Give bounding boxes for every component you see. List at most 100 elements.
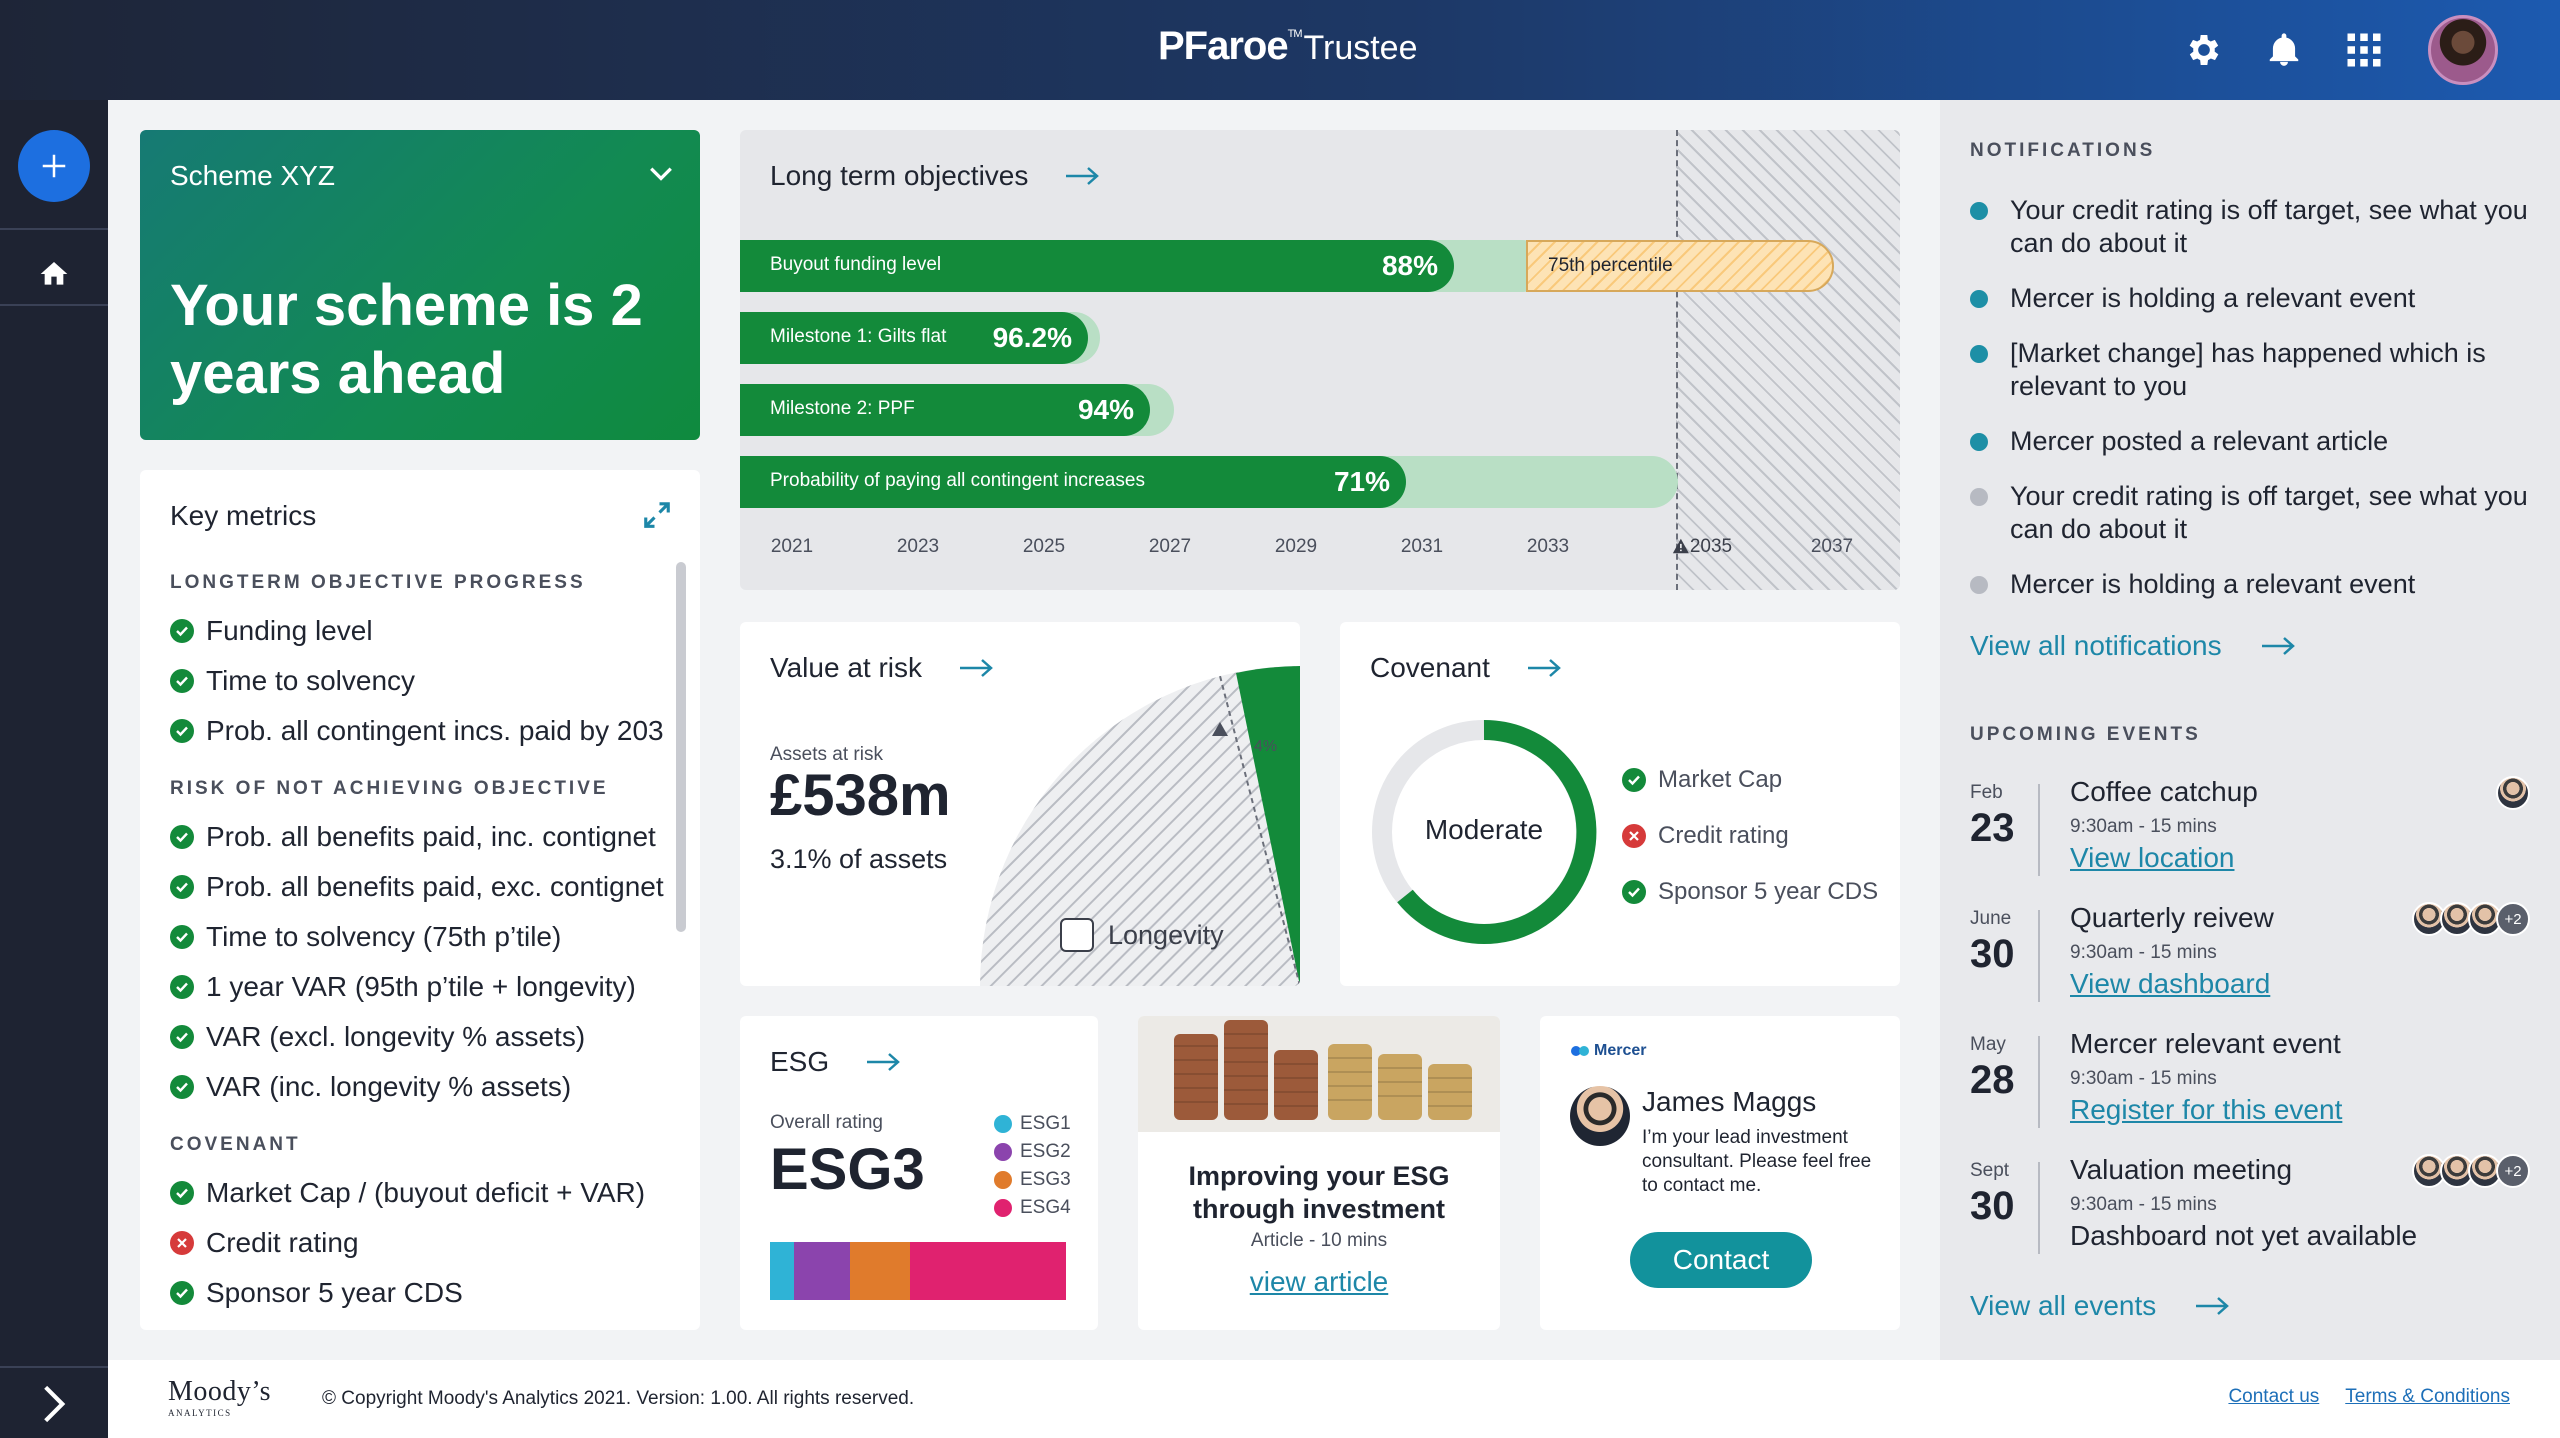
event-item[interactable]: Sept 30 Valuation meeting 9:30am - 15 mi… [1970, 1154, 2530, 1264]
year-label: 2027 [1148, 536, 1192, 557]
key-metrics-card: Key metrics LONGTERM OBJECTIVE PROGRESS F… [140, 470, 700, 1330]
long-term-title[interactable]: Long term objectives [770, 160, 1100, 192]
article-meta: Article - 10 mins [1250, 1230, 1388, 1251]
esg-legend-item: ESG2 [994, 1138, 1071, 1166]
event-item[interactable]: May 28 Mercer relevant event 9:30am - 15… [1970, 1028, 2530, 1138]
esg-title[interactable]: ESG [770, 1046, 901, 1078]
consultant-avatar [1570, 1086, 1630, 1146]
scrollbar[interactable] [676, 562, 686, 932]
metric-label: Sponsor 5 year CDS [206, 1277, 463, 1308]
assets-at-risk-label: Assets at risk [770, 744, 883, 765]
bar-value: 88% [1381, 250, 1438, 281]
metric-label: Credit rating [206, 1227, 359, 1258]
event-title: Mercer relevant event [2070, 1028, 2341, 1059]
legend-dot [994, 1199, 1012, 1217]
copyright-text: © Copyright Moody's Analytics 2021. Vers… [322, 1388, 915, 1409]
covenant-item-label: Credit rating [1658, 822, 1789, 849]
event-item[interactable]: Feb 23 Coffee catchup 9:30am - 15 mins V… [1970, 776, 2530, 886]
top-bar: PFaroeTMTrustee [0, 0, 2560, 100]
legend-label: ESG1 [1020, 1113, 1071, 1134]
check-circle-icon [170, 1025, 194, 1049]
check-circle-icon [1622, 880, 1646, 904]
nav-divider [0, 304, 108, 306]
covenant-title[interactable]: Covenant [1370, 652, 1562, 684]
event-day: 23 [1970, 806, 2015, 850]
check-circle-icon [1622, 768, 1646, 792]
year-label: 2025 [1022, 536, 1066, 557]
notification-item[interactable]: Your credit rating is off target, see wh… [1970, 480, 2530, 546]
footer: Moody’s ANALYTICS © Copyright Moody's An… [108, 1360, 2560, 1438]
error-x-icon [170, 1231, 194, 1255]
event-time: 9:30am - 15 mins [2070, 816, 2217, 837]
notification-item[interactable]: Mercer is holding a relevant event [1970, 282, 2530, 315]
notification-item[interactable]: Your credit rating is off target, see wh… [1970, 194, 2530, 260]
scheme-card[interactable]: Scheme XYZ Your scheme is 2 years ahead [140, 130, 700, 440]
home-nav-button[interactable] [30, 250, 78, 298]
view-all-notifications-link[interactable]: View all notifications [1970, 630, 2296, 662]
event-divider [2038, 784, 2040, 876]
legend-label: ESG3 [1020, 1169, 1071, 1190]
view-all-events-link[interactable]: View all events [1970, 1290, 2230, 1322]
bar-contingent[interactable]: Probability of paying all contingent inc… [740, 456, 1900, 508]
bar-fill: Buyout funding level 88% [740, 240, 1454, 292]
event-link[interactable]: Register for this event [2070, 1094, 2343, 1125]
bell-icon[interactable] [2258, 24, 2310, 76]
x-axis-years: 2021 2023 2025 2027 2029 2031 2033 2035 … [740, 536, 1900, 566]
metric-item: Market Cap / (buyout deficit + VAR) [170, 1168, 680, 1218]
contact-us-link[interactable]: Contact us [2228, 1386, 2320, 1407]
expand-nav-button[interactable] [30, 1380, 78, 1428]
article-title: Improving your ESG through investment [1188, 1161, 1450, 1224]
bar-milestone-2[interactable]: Milestone 2: PPF 94% [740, 384, 1900, 436]
expand-arrows-icon[interactable] [642, 500, 672, 535]
bar-fill: Probability of paying all contingent inc… [740, 456, 1406, 508]
check-circle-icon [170, 875, 194, 899]
home-icon [40, 262, 68, 285]
event-link[interactable]: View dashboard [2070, 968, 2271, 999]
check-circle-icon [170, 719, 194, 743]
metrics-list: LONGTERM OBJECTIVE PROGRESS Funding level… [170, 572, 680, 1318]
esg3-segment [850, 1242, 910, 1300]
unread-dot-icon [1970, 290, 1988, 308]
event-link[interactable]: View location [2070, 842, 2235, 873]
notification-item[interactable]: Mercer is holding a relevant event [1970, 568, 2530, 601]
app-logo[interactable]: PFaroeTMTrustee [1158, 24, 1418, 69]
longevity-checkbox[interactable] [1060, 918, 1094, 952]
view-article-link[interactable]: view article [1249, 1266, 1389, 1297]
longevity-toggle[interactable]: Longevity [1060, 918, 1224, 952]
add-button[interactable] [18, 130, 90, 202]
bar-fill: Milestone 1: Gilts flat 96.2% [740, 312, 1088, 364]
notification-item[interactable]: [Market change] has happened which is re… [1970, 337, 2530, 403]
covenant-rating: Moderate [1424, 814, 1544, 845]
apps-grid-icon[interactable] [2338, 24, 2390, 76]
notification-item[interactable]: Mercer posted a relevant article [1970, 425, 2530, 458]
nav-divider [0, 1366, 108, 1368]
bar-fill: Milestone 2: PPF 94% [740, 384, 1150, 436]
percentile-band: 75th percentile [1526, 240, 1834, 292]
chevron-down-icon[interactable] [648, 160, 674, 191]
covenant-item: Sponsor 5 year CDS [1622, 864, 1878, 920]
event-month: Feb [1970, 782, 2003, 803]
bar-milestone-1[interactable]: Milestone 1: Gilts flat 96.2% [740, 312, 1900, 364]
esg-legend: ESG1 ESG2 ESG3 ESG4 [994, 1110, 1071, 1222]
bar-label: Probability of paying all contingent inc… [770, 470, 1145, 491]
value-at-risk-title[interactable]: Value at risk [770, 652, 994, 684]
esg-rating: ESG3 [770, 1137, 925, 1202]
article-card[interactable]: Improving your ESG through investment Ar… [1138, 1016, 1500, 1330]
user-avatar[interactable] [2428, 15, 2498, 85]
settings-gear-icon[interactable] [2178, 24, 2230, 76]
contact-button[interactable]: Contact [1630, 1232, 1812, 1288]
warning-year-label: 2035 [1672, 536, 1732, 558]
metric-label: Prob. all contingent incs. paid by 203 [206, 715, 664, 746]
terms-link[interactable]: Terms & Conditions [2345, 1386, 2510, 1407]
covenant-item: Market Cap [1622, 752, 1878, 808]
notification-text: Mercer is holding a relevant event [2010, 569, 2416, 599]
event-item[interactable]: June 30 Quarterly reivew 9:30am - 15 min… [1970, 902, 2530, 1012]
nav-divider [0, 228, 108, 230]
event-title: Valuation meeting [2070, 1154, 2293, 1185]
metric-label: 1 year VAR (95th p’tile + longevity) [206, 971, 636, 1002]
pie-note: 4% [1254, 738, 1278, 755]
check-circle-icon [170, 925, 194, 949]
metric-item: Funding level [170, 606, 680, 656]
bar-buyout[interactable]: 75th percentile Buyout funding level 88% [740, 240, 1900, 292]
pie-assets-slice [980, 666, 1300, 986]
